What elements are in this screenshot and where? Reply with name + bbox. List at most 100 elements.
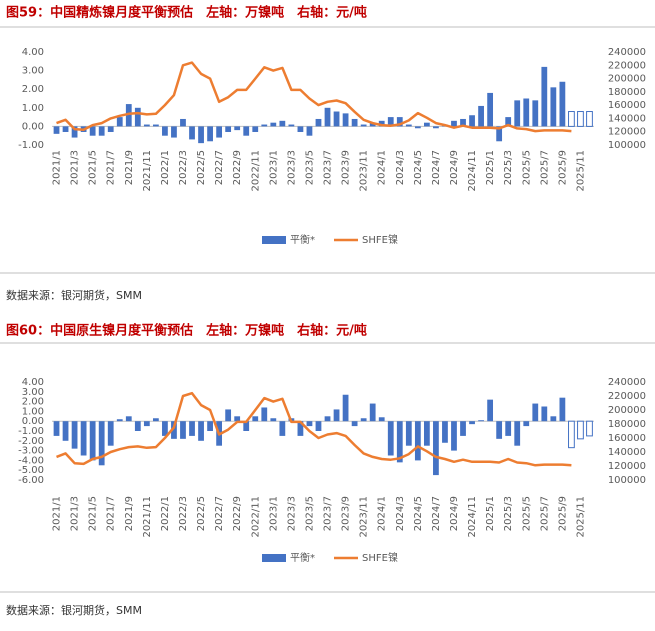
bar — [134, 421, 141, 431]
bar — [405, 124, 412, 127]
bar — [396, 421, 403, 463]
x-tick-label: 2024/1 — [377, 496, 388, 531]
bar — [180, 421, 186, 439]
bar — [288, 124, 295, 127]
bar — [514, 100, 521, 127]
bar — [315, 421, 322, 431]
x-tick-label: 2023/7 — [323, 496, 334, 531]
bar — [505, 117, 512, 127]
x-tick-label: 2023/3 — [286, 150, 297, 185]
bar — [469, 421, 475, 425]
bar — [207, 421, 213, 431]
bar — [414, 421, 421, 461]
bar — [62, 126, 69, 132]
bar — [523, 421, 530, 427]
x-tick-label: 2021/1 — [52, 150, 63, 185]
x-tick-label: 2023/11 — [359, 150, 370, 192]
y-tick-label: 2.00 — [22, 397, 44, 408]
bar — [171, 126, 177, 138]
bar — [559, 397, 566, 422]
x-tick-label: 2025/11 — [575, 150, 586, 192]
y2-tick-label: 160000 — [608, 100, 646, 111]
chart-title: 图60：中国原生镍月度平衡预估 左轴：万镍吨 右轴：元/吨 — [6, 323, 367, 339]
bar — [107, 421, 114, 446]
bar — [216, 126, 223, 138]
bar — [324, 416, 331, 422]
x-tick-label: 2022/1 — [160, 496, 171, 531]
bar — [297, 126, 304, 132]
bar — [198, 421, 204, 441]
x-tick-label: 2025/1 — [485, 496, 496, 531]
x-tick-label: 2021/11 — [142, 496, 153, 538]
x-tick-label: 2021/1 — [52, 496, 63, 531]
bar — [469, 115, 475, 127]
bar — [405, 421, 412, 446]
bar — [487, 399, 494, 422]
y-tick-label: -5.00 — [18, 465, 44, 476]
bar — [189, 126, 195, 140]
bar — [125, 104, 132, 127]
bar — [152, 418, 159, 422]
x-tick-label: 2024/9 — [449, 496, 460, 531]
bar — [107, 126, 114, 132]
bar — [378, 120, 385, 127]
bar — [433, 421, 439, 476]
y-tick-label: -1.00 — [18, 426, 44, 437]
x-tick-label: 2022/7 — [214, 150, 225, 185]
bar — [387, 117, 394, 127]
x-tick-label: 2021/9 — [124, 496, 135, 531]
bar — [532, 403, 539, 422]
y-tick-label: 3.00 — [22, 387, 44, 398]
x-tick-label: 2021/7 — [106, 496, 117, 531]
bar — [496, 421, 503, 439]
y-tick-label: 0.00 — [22, 121, 44, 132]
bar — [261, 124, 268, 127]
bar — [451, 421, 457, 451]
bar — [62, 421, 69, 441]
bar — [577, 111, 584, 127]
bar — [297, 421, 304, 436]
y-tick-label: 1.00 — [22, 406, 44, 417]
bar — [423, 122, 430, 127]
x-tick-label: 2023/9 — [341, 496, 352, 531]
bar — [414, 126, 421, 129]
bar — [550, 416, 557, 422]
legend-label: SHFE镍 — [362, 551, 398, 564]
bar — [577, 420, 584, 440]
y-tick-label: -1.00 — [18, 140, 44, 151]
bar — [442, 421, 448, 443]
bar — [478, 105, 484, 127]
y2-tick-label: 220000 — [608, 60, 646, 71]
bar — [550, 87, 557, 127]
x-tick-label: 2021/3 — [70, 150, 81, 185]
x-tick-label: 2025/5 — [521, 150, 532, 185]
x-tick-label: 2025/3 — [503, 150, 514, 185]
bar — [261, 407, 268, 422]
x-tick-label: 2025/5 — [521, 496, 532, 531]
x-tick-label: 2022/1 — [160, 150, 171, 185]
bar — [378, 417, 385, 422]
bar — [198, 126, 204, 144]
bar — [116, 419, 123, 422]
y2-tick-label: 180000 — [608, 419, 646, 430]
y-tick-label: 4.00 — [22, 47, 44, 58]
bar — [360, 124, 367, 127]
x-tick-label: 2023/1 — [268, 150, 279, 185]
bar — [80, 421, 87, 456]
x-tick-label: 2021/5 — [88, 150, 99, 185]
bar — [351, 421, 358, 427]
legend-label: SHFE镍 — [362, 233, 398, 246]
y-tick-label: -2.00 — [18, 436, 44, 447]
y2-tick-label: 140000 — [608, 447, 646, 458]
x-tick-label: 2025/7 — [539, 496, 550, 531]
x-tick-label: 2023/5 — [304, 150, 315, 185]
bar — [125, 416, 132, 422]
y2-tick-label: 100000 — [608, 140, 646, 151]
y-tick-label: 4.00 — [22, 377, 44, 388]
x-tick-label: 2024/11 — [467, 496, 478, 538]
bar — [478, 420, 484, 422]
x-tick-label: 2023/7 — [323, 150, 334, 185]
bar — [541, 66, 548, 127]
x-tick-label: 2022/7 — [214, 496, 225, 531]
